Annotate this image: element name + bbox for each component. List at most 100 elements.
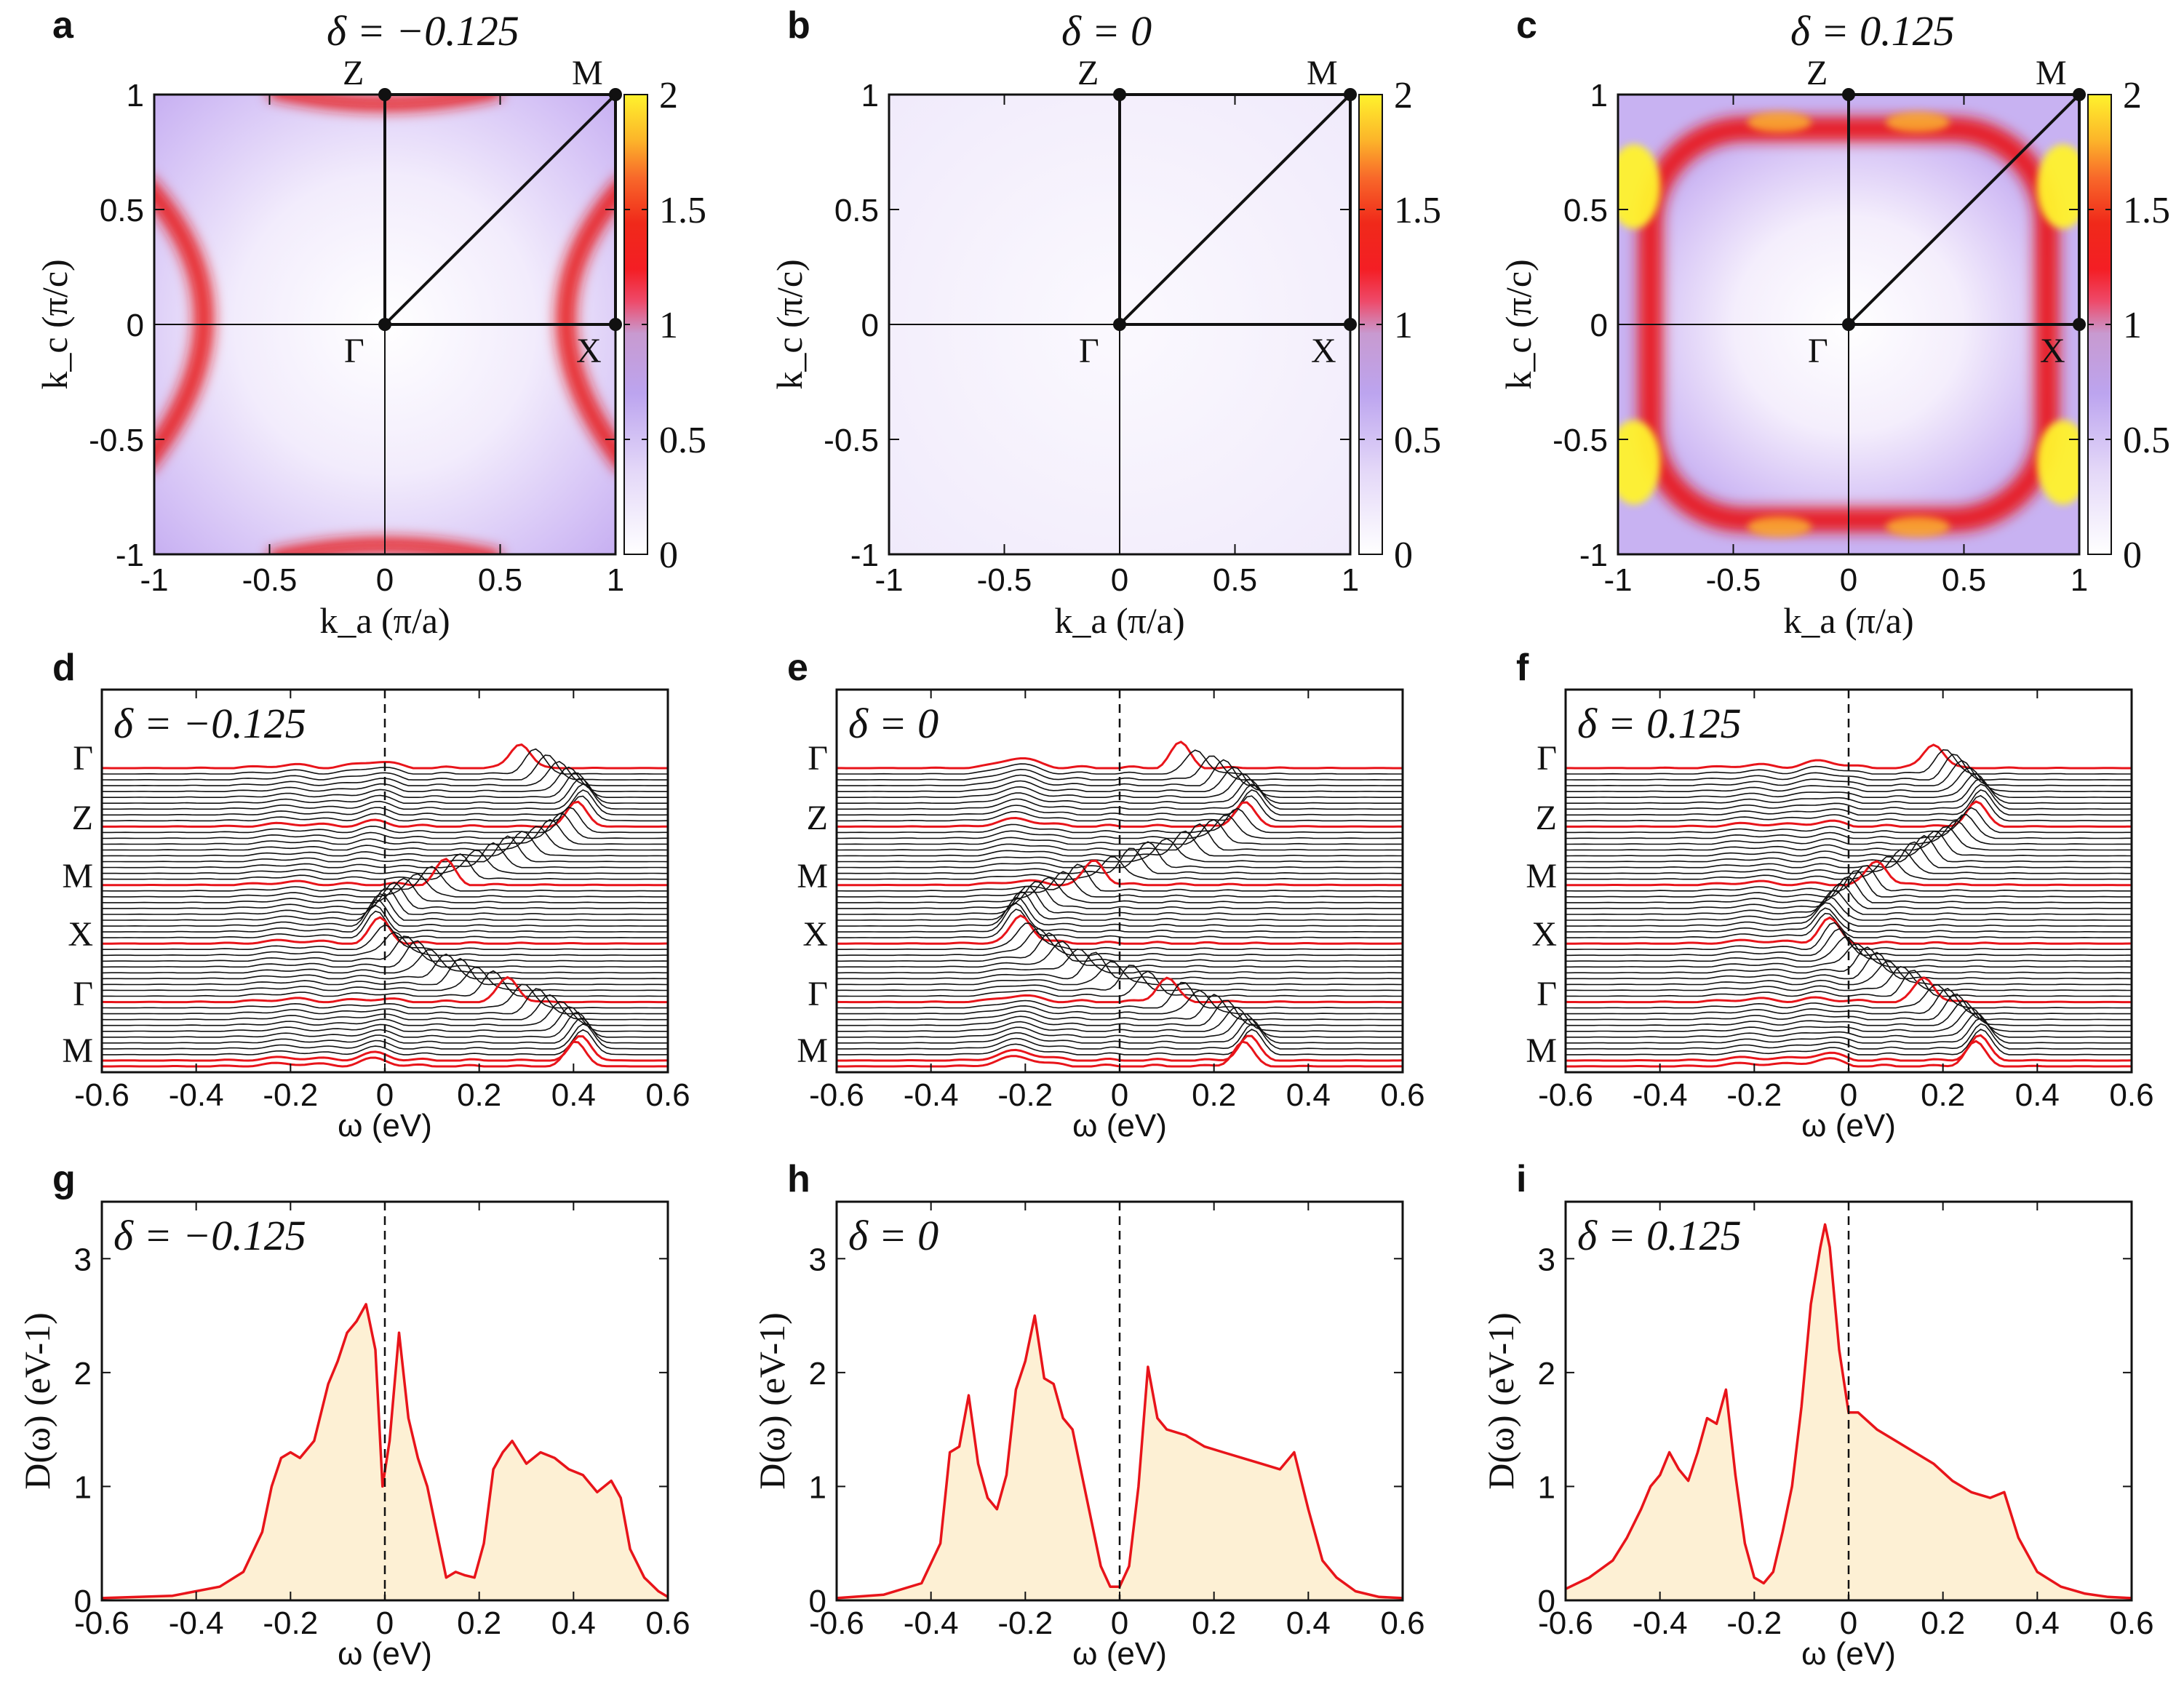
colorbar-tick-label: 0	[1394, 535, 1413, 576]
x-tick-label: 0.4	[551, 1605, 596, 1641]
edc-curve	[102, 899, 669, 927]
edc-curve	[1566, 820, 2132, 845]
heatmap-panel-b: Γ Z M X -1 -0.5 0 0.5 1 -1 -0.5 0 0.5 1 k_a (π/a) k_c (…	[769, 7, 1441, 641]
edc-curve	[102, 887, 668, 915]
y-axis-label: k_c (π/c)	[34, 259, 75, 389]
x-tick-label: 0.4	[2015, 1605, 2060, 1641]
panel-letter-c: c	[1516, 4, 1537, 47]
colorbar-tick-label: 1.5	[2123, 190, 2170, 231]
dos-panel-i: -0.6 -0.4 -0.2 0 0.2 0.4 0.6 0 1 2 3 ω (eV) D(ω) (eV…	[1480, 1200, 2154, 1672]
path-label: Z	[807, 799, 828, 837]
symmetry-label: Z	[1077, 54, 1099, 92]
x-tick-label: -1	[1603, 562, 1632, 598]
x-tick-label: 0	[1840, 562, 1857, 598]
x-tick-label: -1	[140, 562, 168, 598]
path-label: Γ	[1537, 975, 1557, 1013]
x-tick-label: -0.5	[242, 562, 298, 598]
x-tick-label: 0.6	[1380, 1077, 1424, 1113]
edc-curve	[101, 953, 669, 980]
edc-curve	[1566, 807, 2132, 834]
panel-title: δ = 0.125	[1577, 1212, 1742, 1259]
dos-line	[836, 1314, 1403, 1600]
colorbar-tick-label: 1.5	[1394, 190, 1441, 231]
symmetry-point-marker	[1842, 318, 1855, 331]
edc-curve	[102, 772, 668, 798]
x-tick-label: -0.2	[997, 1605, 1053, 1641]
edc-curve	[1566, 912, 2132, 938]
y-tick-label: 0.5	[834, 193, 879, 228]
x-tick-label: 1	[1342, 562, 1359, 598]
x-tick-label: 0	[1840, 1605, 1857, 1641]
edc-curve	[1566, 754, 2132, 781]
symmetry-label: Γ	[344, 332, 364, 370]
dos-area	[102, 1304, 668, 1600]
edc-curve	[1565, 951, 2132, 980]
edc-curve	[837, 881, 1403, 909]
x-tick-label: 0.5	[1942, 562, 1986, 598]
panel-letter-a: a	[52, 4, 74, 47]
edc-curve	[1565, 834, 2132, 863]
symmetry-label: M	[2036, 54, 2067, 92]
y-axis-label: k_c (π/c)	[769, 259, 810, 389]
symmetry-point-marker	[1113, 318, 1126, 331]
edc-curve	[1566, 1029, 2132, 1056]
y-tick-label: 2	[809, 1356, 826, 1392]
y-tick-label: 2	[74, 1356, 92, 1392]
edc-curve	[837, 932, 1403, 962]
x-axis-label: k_a (π/a)	[1054, 600, 1184, 641]
x-tick-label: 0.4	[1286, 1077, 1331, 1113]
x-tick-label: -0.4	[1633, 1605, 1688, 1641]
path-label: X	[802, 915, 828, 954]
x-axis-label: k_a (π/a)	[1783, 600, 1913, 641]
panel-letter-f: f	[1516, 647, 1529, 689]
symmetry-label: M	[1307, 54, 1338, 92]
x-tick-label: 1	[2071, 562, 2088, 598]
x-tick-label: 0	[376, 1605, 394, 1641]
edc-curve	[102, 882, 668, 909]
dos-line	[1565, 1223, 2132, 1600]
x-tick-label: -0.6	[809, 1077, 864, 1113]
y-tick-label: 1	[127, 78, 144, 113]
y-tick-label: 1	[74, 1469, 92, 1505]
edc-curve	[101, 835, 669, 863]
x-tick-label: -0.2	[263, 1605, 318, 1641]
y-tick-label: 0	[861, 308, 879, 343]
x-tick-label: 0.5	[1213, 562, 1257, 598]
x-tick-label: -0.2	[1726, 1605, 1782, 1641]
path-label: Γ	[808, 739, 828, 778]
edc-curve	[837, 1023, 1403, 1050]
x-axis-label: ω (eV)	[338, 1108, 432, 1144]
x-tick-label: 0.4	[551, 1077, 596, 1113]
edc-curve	[1566, 882, 2132, 909]
x-tick-label: -0.2	[263, 1077, 318, 1113]
colorbar-tick-label: 2	[2123, 75, 2142, 116]
y-tick-label: 0	[127, 308, 144, 343]
x-tick-label: -1	[874, 562, 903, 598]
panel-title: δ = 0.125	[1577, 700, 1742, 747]
x-tick-label: 0.4	[1286, 1605, 1331, 1641]
x-tick-label: -0.4	[169, 1077, 224, 1113]
x-tick-label: 0	[376, 1077, 394, 1113]
colorbar-tick-label: 1	[2123, 305, 2142, 346]
x-tick-label: 0	[1840, 1077, 1857, 1113]
y-axis-label: D(ω) (eV-1)	[1480, 1312, 1521, 1489]
y-tick-label: -0.5	[89, 423, 144, 458]
edc-curve	[102, 1029, 669, 1056]
edc-curve	[1566, 943, 2132, 968]
colorbar-tick-label: 0	[2123, 535, 2142, 576]
path-label: M	[62, 1031, 93, 1070]
y-tick-label: -0.5	[1553, 423, 1608, 458]
edc-curve	[837, 795, 1403, 822]
edc-curve	[102, 754, 668, 781]
symmetry-label: X	[2040, 332, 2065, 370]
x-tick-label: -0.4	[1633, 1077, 1688, 1113]
x-tick-label: 0.6	[645, 1605, 690, 1641]
edc-curve	[1566, 794, 2132, 822]
x-tick-label: 0.4	[2015, 1077, 2060, 1113]
x-tick-label: -0.6	[1538, 1077, 1593, 1113]
